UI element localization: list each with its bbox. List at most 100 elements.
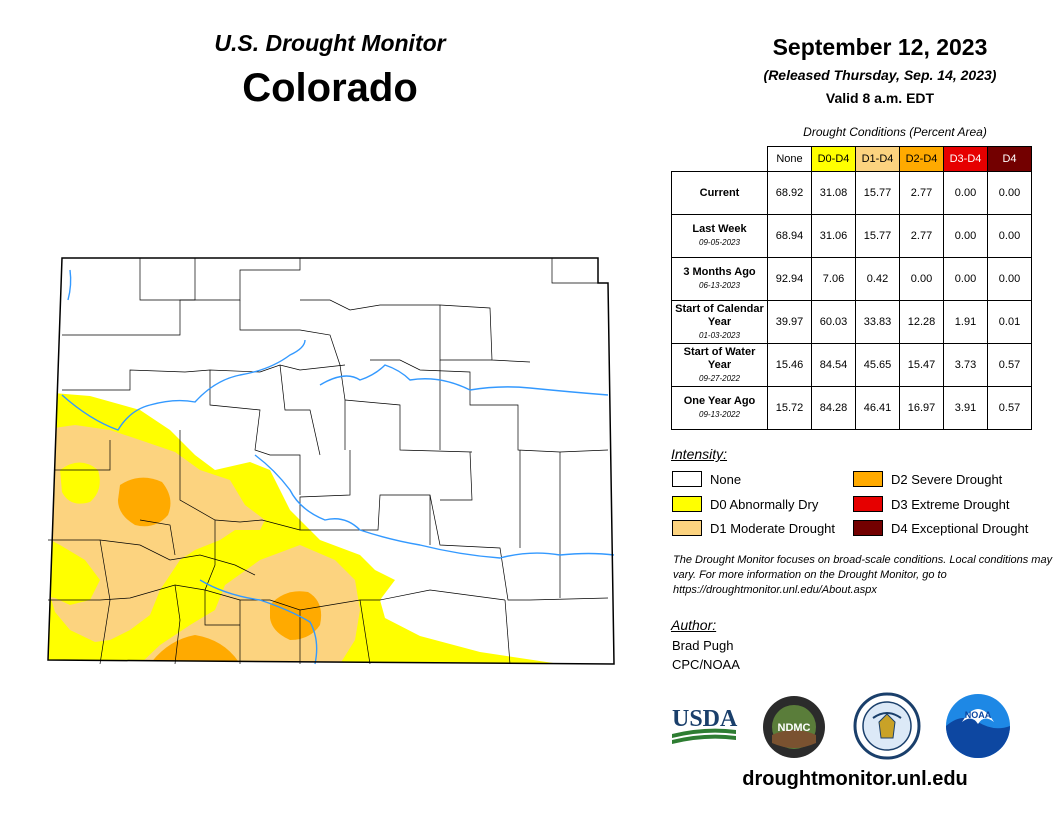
row-label-date: 09-27-2022	[699, 373, 740, 383]
table-cell: 16.97	[899, 386, 944, 430]
row-label-text: Start of Water Year	[683, 345, 756, 371]
table-cell: 33.83	[855, 300, 900, 344]
row-label: Current	[671, 171, 768, 215]
river-south-platte	[319, 364, 609, 396]
rivers	[61, 269, 615, 665]
legend-item-d2: D2 Severe Drought	[853, 471, 1002, 487]
table-cell: 15.77	[855, 171, 900, 215]
table-cell: 92.94	[767, 257, 812, 301]
table-cell: 15.47	[899, 343, 944, 387]
row-label: One Year Ago 09-13-2022	[671, 386, 768, 430]
table-cell: 0.00	[943, 214, 988, 258]
legend-item-none: None	[672, 471, 741, 487]
row-label-date: 09-05-2023	[699, 238, 740, 247]
river-rio-grande	[199, 579, 318, 665]
table-row: Last Week 09-05-2023 68.94 31.06 15.77 2.77 0.…	[671, 214, 1032, 258]
d0-island-west	[60, 462, 100, 504]
table-cell: 45.65	[855, 343, 900, 387]
table-row: Current 68.92 31.08 15.77 2.77 0.00 0.00	[671, 171, 1032, 215]
table-caption: Drought Conditions (Percent Area)	[803, 125, 987, 139]
table-cell: 60.03	[811, 300, 856, 344]
author-org: CPC/NOAA	[672, 657, 740, 672]
valid-time: Valid 8 a.m. EDT	[825, 90, 935, 106]
table-row: Start of Water Year 09-27-2022 15.46 84.54 4…	[671, 343, 1032, 387]
row-label-date: 06-13-2023	[699, 281, 740, 290]
row-label: Start of Calendar Year 01-03-2023	[671, 300, 768, 344]
table-cell: 0.57	[987, 386, 1032, 430]
legend-label-d4: D4 Exceptional Drought	[891, 520, 1029, 536]
table-cell: 68.92	[767, 171, 812, 215]
legend-swatch-d1	[672, 520, 702, 536]
legend-swatch-none	[672, 471, 702, 487]
row-label-text: Current	[699, 186, 740, 199]
col-header-none: None	[767, 146, 812, 172]
legend-swatch-d2	[853, 471, 883, 487]
legend-item-d3: D3 Extreme Drought	[853, 496, 1010, 512]
row-label: Start of Water Year 09-27-2022	[671, 343, 768, 387]
col-header-d2: D2-D4	[899, 146, 944, 172]
legend-swatch-d4	[853, 520, 883, 536]
ndmc-logo: NDMC	[763, 696, 825, 758]
table-cell: 0.00	[987, 171, 1032, 215]
legend-label-d3: D3 Extreme Drought	[891, 496, 1010, 512]
legend-label-d1: D1 Moderate Drought	[710, 520, 836, 536]
noaa-logo-text: NOAA	[965, 710, 992, 720]
table-cell: 3.73	[943, 343, 988, 387]
table-cell: 1.91	[943, 300, 988, 344]
doc-seal-logo	[853, 692, 921, 760]
table-cell: 3.91	[943, 386, 988, 430]
col-header-d0: D0-D4	[811, 146, 856, 172]
table-cell: 0.01	[987, 300, 1032, 344]
d0-island-southwest	[48, 535, 100, 605]
table-cell: 15.72	[767, 386, 812, 430]
state-title: Colorado	[242, 66, 418, 110]
table-cell: 0.00	[943, 257, 988, 301]
table-corner	[672, 147, 768, 172]
row-label-date: 09-13-2022	[699, 410, 740, 419]
river-north-platte	[67, 269, 72, 301]
table-cell: 0.00	[987, 214, 1032, 258]
row-label-text: One Year Ago	[683, 395, 756, 407]
state-outline	[47, 257, 615, 665]
legend-title: Intensity:	[671, 446, 728, 462]
county-boundaries	[48, 258, 609, 665]
col-header-d1: D1-D4	[855, 146, 900, 172]
table-cell: 2.77	[899, 171, 944, 215]
author-heading: Author:	[671, 617, 717, 633]
legend-label-none: None	[710, 471, 742, 487]
disclaimer-note: The Drought Monitor focuses on broad-sca…	[673, 554, 1053, 596]
row-label-text: 3 Months Ago	[683, 266, 756, 278]
river-arkansas	[254, 454, 615, 559]
table-cell: 2.77	[899, 214, 944, 258]
col-header-d3: D3-D4	[943, 146, 988, 172]
drought-conditions-table: None D0-D4 D1-D4 D2-D4 D3-D4 D4 Current 6…	[671, 146, 1032, 430]
legend-swatch-d0	[672, 496, 702, 512]
table-cell: 0.57	[987, 343, 1032, 387]
table-cell: 31.06	[811, 214, 856, 258]
col-header-d4: D4	[987, 146, 1032, 172]
table-row: 3 Months Ago 06-13-2023 92.94 7.06 0.42 0.00 0…	[671, 257, 1032, 301]
legend-label-d0: D0 Abnormally Dry	[710, 496, 819, 512]
usda-logo: USDA	[672, 706, 738, 744]
legend-item-d0: D0 Abnormally Dry	[672, 496, 818, 512]
row-label: Last Week 09-05-2023	[671, 214, 768, 258]
row-label: 3 Months Ago 06-13-2023	[671, 257, 768, 301]
author-name: Brad Pugh	[672, 638, 734, 653]
row-label-text: Last Week	[692, 223, 747, 235]
legend-swatch-d3	[853, 496, 883, 512]
d2-area-south	[270, 591, 322, 640]
river-colorado	[61, 339, 306, 431]
table-cell: 84.54	[811, 343, 856, 387]
product-title: U.S. Drought Monitor	[214, 30, 446, 56]
table-row: Start of Calendar Year 01-03-2023 39.97 60.…	[671, 300, 1032, 344]
d2-area-west	[118, 477, 171, 527]
noaa-logo: NOAA	[946, 694, 1010, 758]
d2-area-southwest	[150, 635, 240, 664]
table-cell: 0.00	[943, 171, 988, 215]
table-header-row: None D0-D4 D1-D4 D2-D4 D3-D4 D4	[672, 146, 1032, 172]
website-url: droughtmonitor.unl.edu	[742, 768, 968, 790]
table-cell: 0.42	[855, 257, 900, 301]
ndmc-logo-text: NDMC	[778, 722, 811, 734]
legend-label-d2: D2 Severe Drought	[891, 471, 1003, 487]
legend-item-d4: D4 Exceptional Drought	[853, 520, 1028, 536]
